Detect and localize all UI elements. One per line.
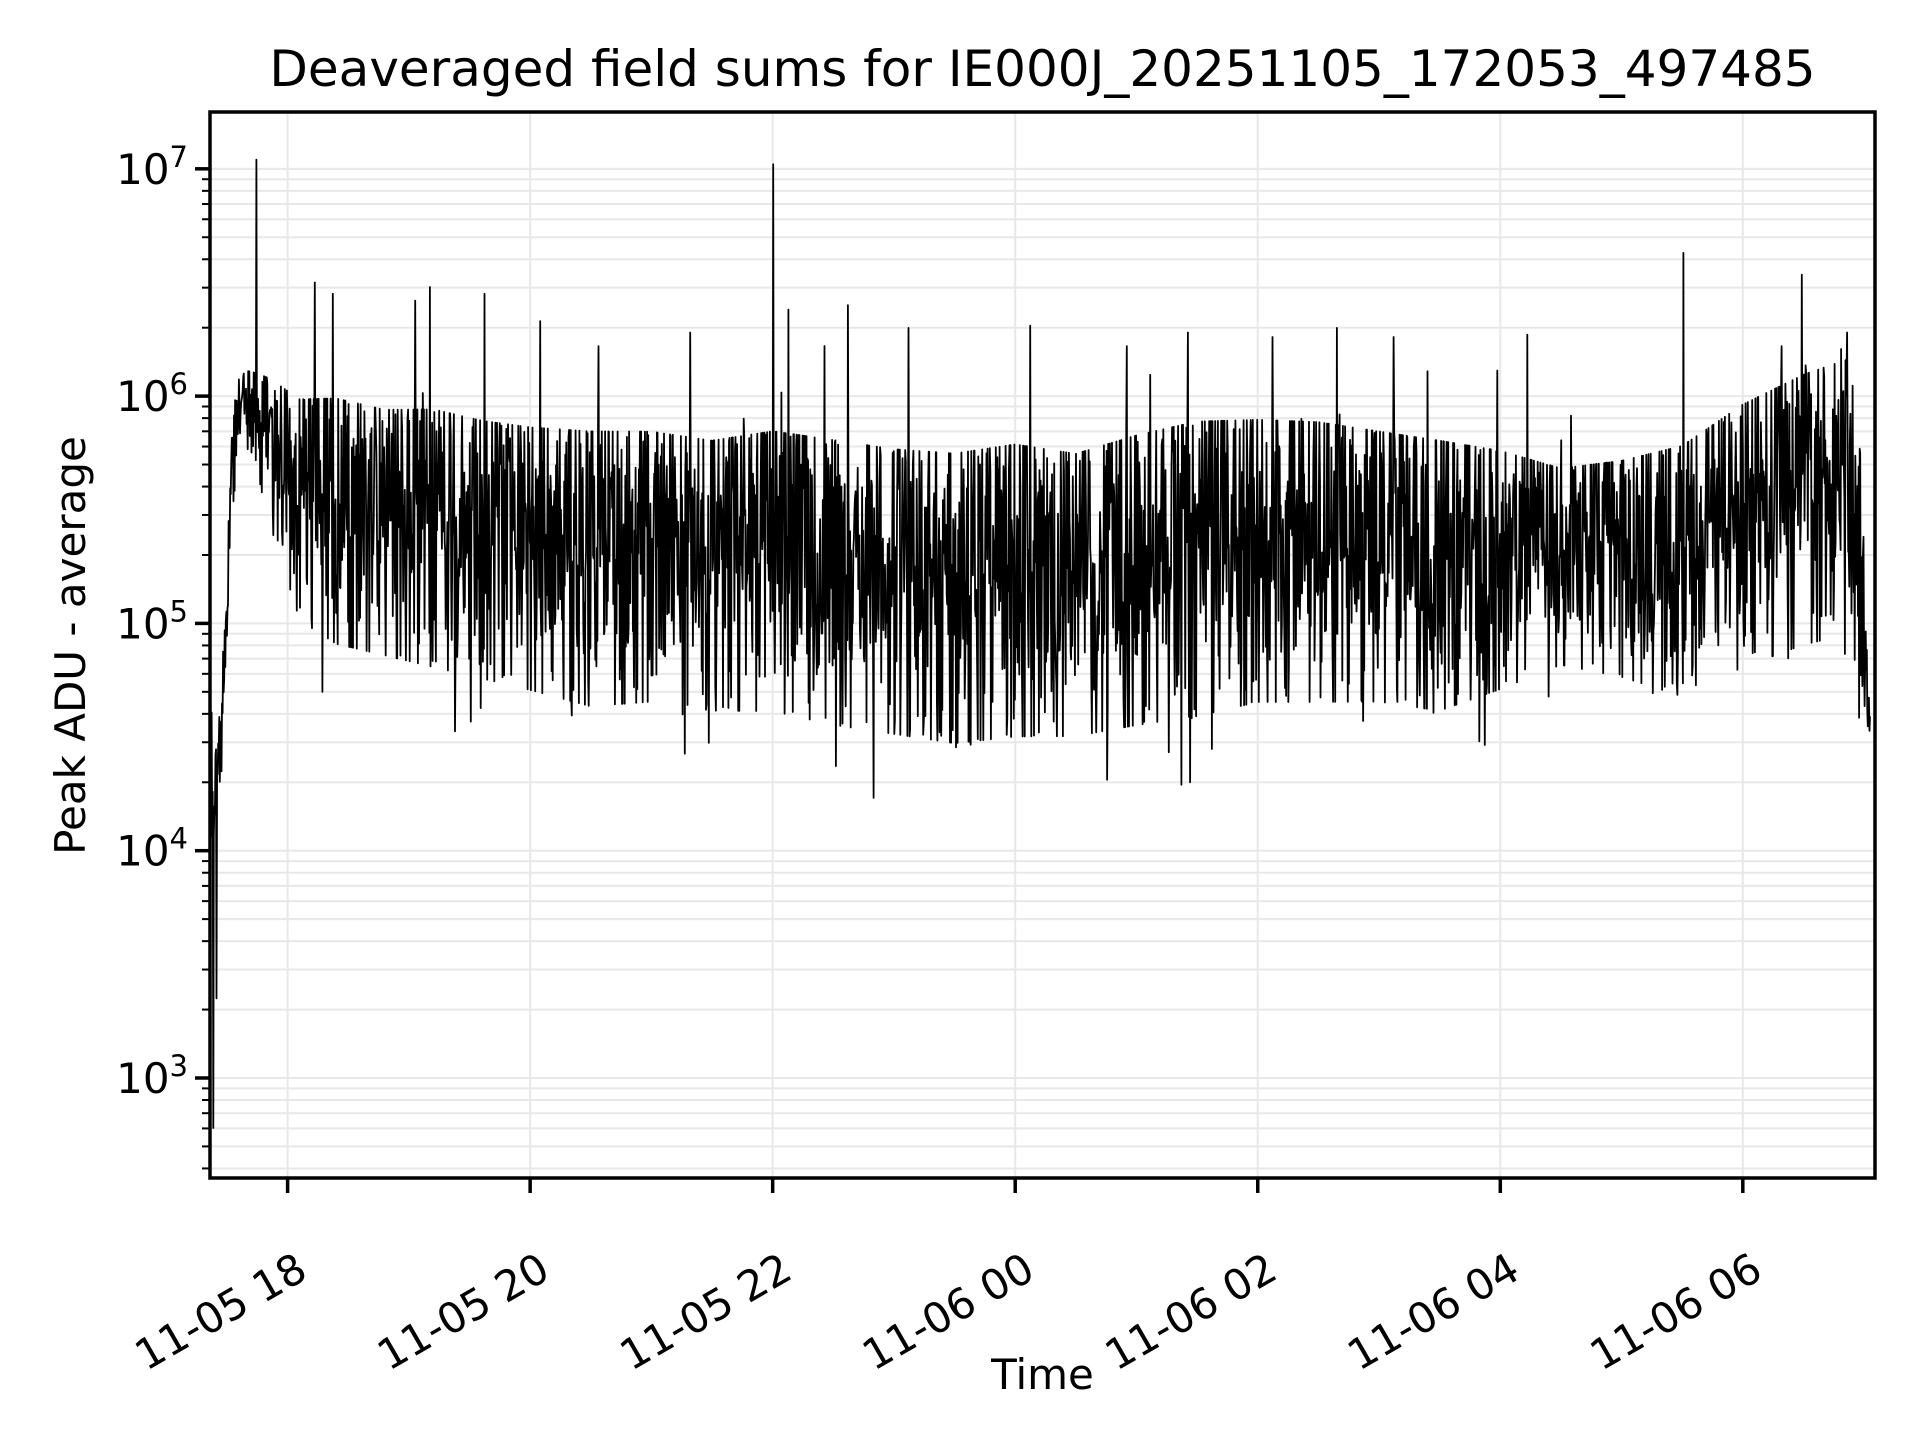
y-tick-label: 104	[116, 822, 188, 876]
x-tick-label: 11-06 04	[1339, 1243, 1527, 1380]
data-line	[210, 158, 1871, 1129]
x-axis-label: Time	[991, 1350, 1094, 1399]
x-tick-label: 11-05 20	[369, 1243, 557, 1380]
y-tick-label: 103	[116, 1049, 188, 1103]
x-tick-label: 11-06 00	[854, 1243, 1042, 1380]
x-tick-label: 11-05 22	[612, 1243, 800, 1380]
chart-title: Deaveraged field sums for IE000J_2025110…	[269, 40, 1816, 98]
y-tick-label: 106	[116, 367, 188, 421]
y-tick-label: 105	[116, 594, 188, 648]
x-tick-label: 11-06 06	[1582, 1243, 1770, 1380]
x-tick-label: 11-05 18	[127, 1243, 315, 1380]
y-tick-label: 107	[116, 140, 188, 194]
x-tick-label: 11-06 02	[1097, 1243, 1285, 1380]
